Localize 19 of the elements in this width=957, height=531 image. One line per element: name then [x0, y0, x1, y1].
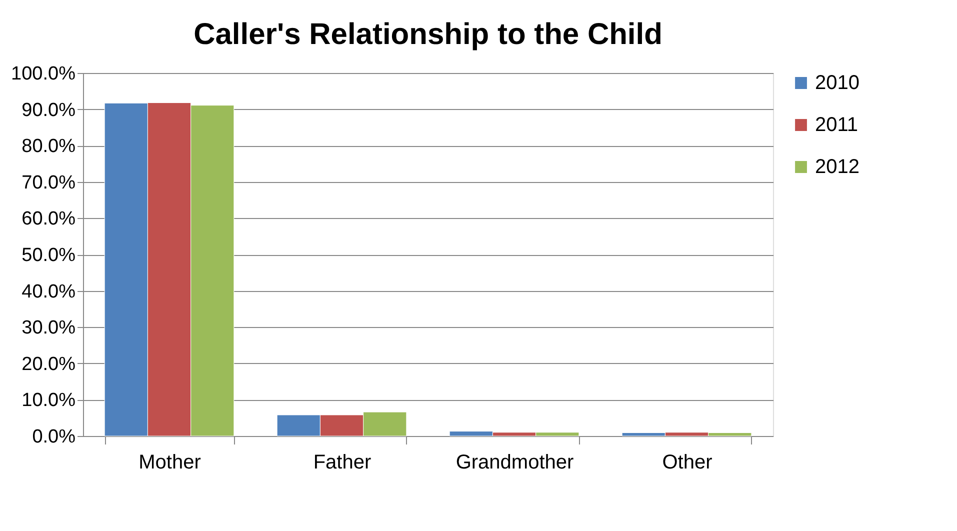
x-tick-label: Other — [662, 452, 713, 474]
y-tick-label: 60.0% — [22, 208, 76, 230]
y-tick-label: 10.0% — [22, 390, 76, 412]
y-tick-label: 20.0% — [22, 354, 76, 375]
legend-label: 2010 — [815, 72, 860, 94]
y-tick-label: 80.0% — [22, 136, 76, 158]
y-tick-label: 50.0% — [22, 245, 76, 266]
y-tick-label: 30.0% — [22, 318, 76, 339]
legend-label: 2011 — [815, 114, 858, 136]
legend-label: 2012 — [815, 156, 860, 178]
x-tick-label: Grandmother — [456, 452, 574, 474]
y-tick-label: 70.0% — [22, 172, 76, 194]
x-tick-label: Mother — [138, 452, 202, 474]
y-tick-label: 40.0% — [22, 281, 76, 302]
y-tick-label: 90.0% — [22, 100, 76, 121]
chart-title: Caller's Relationship to the Child — [194, 18, 662, 51]
x-tick-label: Father — [313, 452, 372, 474]
y-tick-label: 0.0% — [32, 426, 76, 448]
y-tick-label: 100.0% — [11, 64, 76, 84]
